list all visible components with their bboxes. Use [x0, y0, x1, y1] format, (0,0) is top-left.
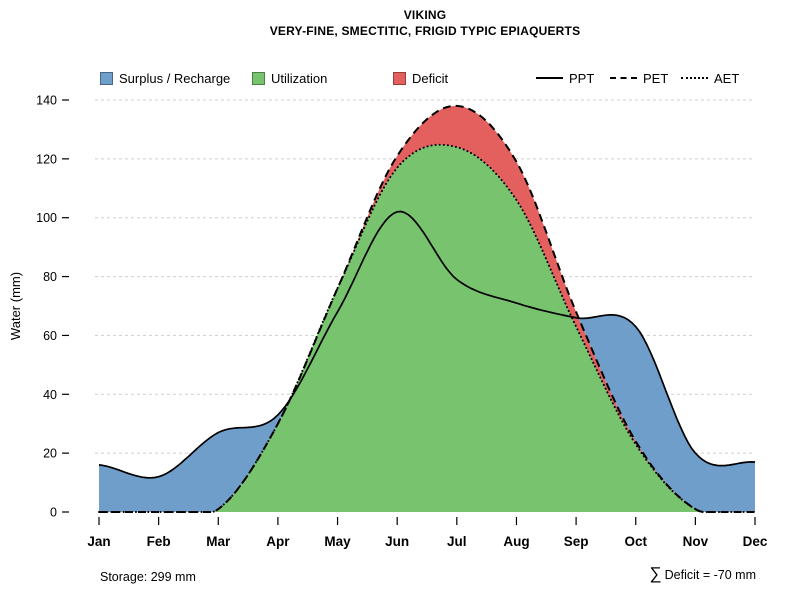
svg-text:Mar: Mar — [206, 534, 231, 549]
svg-text:Apr: Apr — [266, 534, 290, 549]
utilization-area — [99, 144, 755, 512]
chart-title: VIKING — [403, 8, 447, 22]
legend-label-ppt: PPT — [569, 70, 595, 86]
svg-text:60: 60 — [43, 329, 57, 343]
svg-text:Feb: Feb — [147, 534, 171, 549]
legend-item-ppt: PPT — [536, 70, 594, 86]
storage-annotation: Storage: 299 mm — [100, 570, 196, 584]
svg-text:May: May — [324, 534, 351, 549]
svg-text:Jul: Jul — [447, 534, 467, 549]
legend-label-utilization: Utilization — [271, 70, 328, 86]
svg-text:120: 120 — [36, 152, 57, 166]
legend-label-aet: AET — [714, 70, 740, 86]
x-axis-ticks — [98, 517, 756, 525]
solid-line-icon — [536, 77, 563, 79]
svg-text:Jan: Jan — [87, 534, 110, 549]
svg-text:Aug: Aug — [503, 534, 529, 549]
dotted-line-icon — [681, 77, 708, 79]
legend-item-pet: PET — [610, 70, 668, 86]
deficit-text: Deficit = -70 mm — [664, 567, 756, 582]
deficit-annotation: ∑ Deficit = -70 mm — [649, 564, 756, 583]
svg-text:40: 40 — [43, 388, 57, 402]
dashed-line-icon — [610, 77, 637, 79]
month-labels: Jan Feb Mar Apr May Jun Jul Aug Sep Oct Nov Dec — [87, 534, 768, 549]
legend-item-utilization: Utilization — [252, 70, 327, 86]
surplus-area — [99, 211, 755, 512]
svg-text:Oct: Oct — [624, 534, 647, 549]
legend-label-surplus: Surplus / Recharge — [119, 70, 231, 86]
y-axis-title: Water (mm) — [8, 272, 23, 340]
y-axis-ticks — [62, 99, 69, 513]
pet-line — [99, 104, 755, 513]
svg-text:Sep: Sep — [564, 534, 589, 549]
svg-text:Nov: Nov — [683, 534, 709, 549]
sigma-icon: ∑ — [649, 564, 662, 583]
y-tick-labels: 0 20 40 60 80 100 120 140 — [36, 94, 57, 520]
svg-text:Dec: Dec — [743, 534, 768, 549]
legend-label-deficit: Deficit — [412, 70, 449, 86]
legend-item-surplus: Surplus / Recharge — [100, 70, 230, 86]
aet-line — [98, 143, 756, 513]
chart-subtitle: VERY-FINE, SMECTITIC, FRIGID TYPIC EPIAQ… — [269, 24, 581, 38]
svg-text:140: 140 — [36, 94, 57, 108]
legend-label-pet: PET — [643, 70, 669, 86]
svg-text:100: 100 — [36, 211, 57, 225]
ppt-line — [98, 210, 756, 479]
surplus-swatch — [100, 71, 113, 85]
svg-text:Jun: Jun — [385, 534, 409, 549]
legend-item-deficit: Deficit — [393, 70, 448, 86]
svg-text:0: 0 — [50, 506, 57, 520]
legend-item-aet: AET — [681, 70, 739, 86]
svg-text:80: 80 — [43, 270, 57, 284]
utilization-swatch — [252, 71, 265, 85]
deficit-swatch — [393, 71, 406, 85]
svg-text:20: 20 — [43, 447, 57, 461]
